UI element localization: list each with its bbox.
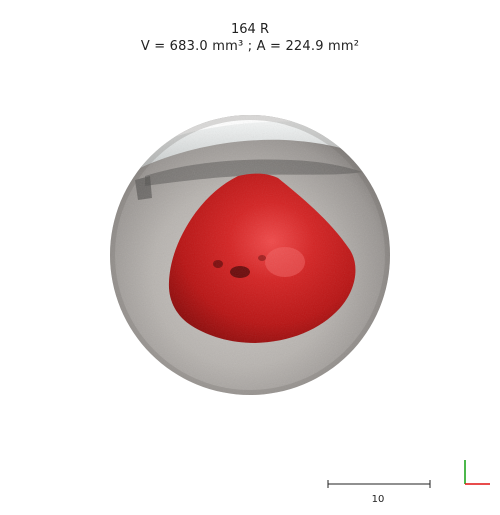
segmented-lesion[interactable] xyxy=(168,173,356,343)
volume-area-readout: V = 683.0 mm³ ; A = 224.9 mm² xyxy=(140,39,360,54)
scale-bar-label: 10 xyxy=(371,494,385,505)
scan-title: 164 R xyxy=(231,22,269,37)
axes-triad-icon xyxy=(464,460,490,485)
scale-bar xyxy=(327,480,431,488)
